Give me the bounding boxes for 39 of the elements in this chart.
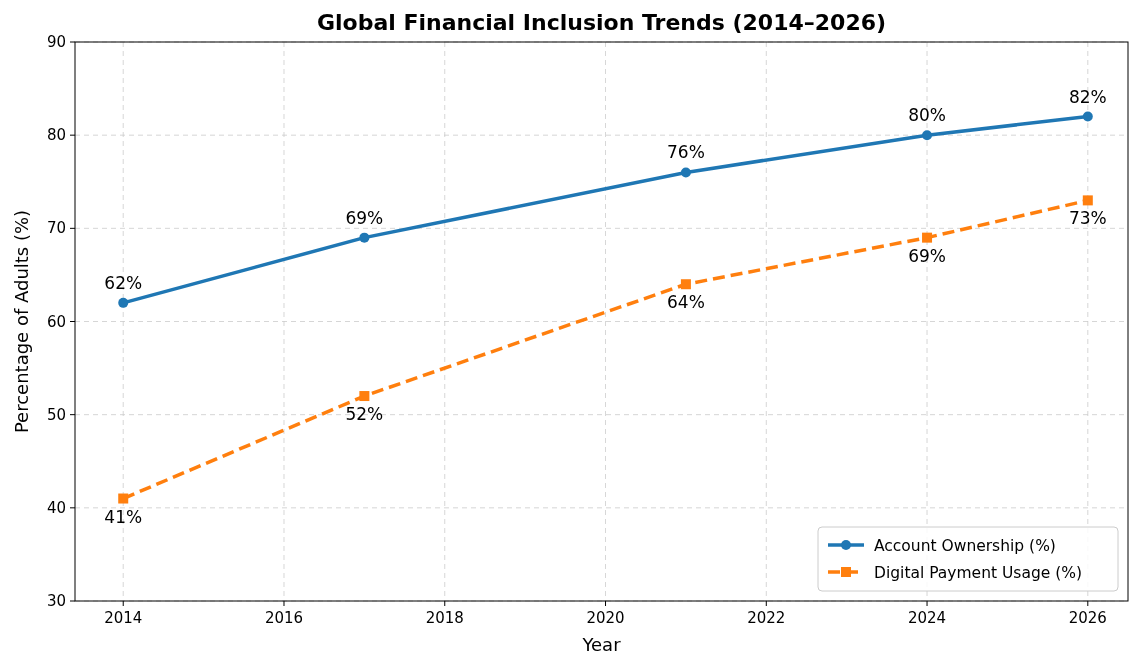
point [118, 493, 129, 504]
point [1082, 195, 1093, 206]
x-tick-label: 2016 [264, 609, 304, 627]
point [680, 279, 691, 290]
y-tick-label: 60 [46, 312, 66, 331]
data-label: 80% [908, 105, 946, 126]
x-axis-title: Year [581, 634, 622, 655]
x-tick-label: 2026 [1068, 609, 1107, 627]
data-label: 52% [345, 404, 384, 425]
data-label: 69% [908, 245, 946, 266]
point [680, 167, 691, 178]
point [118, 297, 129, 308]
point [1082, 111, 1093, 122]
point [922, 130, 933, 141]
data-label: 62% [104, 272, 143, 293]
data-label: 82% [1068, 86, 1107, 107]
data-label: 69% [345, 207, 384, 228]
y-tick-label: 90 [46, 33, 66, 51]
data-label: 76% [667, 142, 705, 163]
x-tick-label: 2020 [586, 609, 625, 627]
point [922, 232, 933, 243]
point [359, 232, 370, 243]
chart-title: Global Financial Inclusion Trends (2014–2026) [316, 10, 887, 35]
x-tick-label: 2014 [104, 609, 143, 627]
legend-label: Account Ownership (%) [874, 537, 1056, 555]
legend-label: Digital Payment Usage (%) [874, 564, 1083, 582]
y-tick-label: 80 [46, 126, 66, 145]
data-label: 73% [1068, 208, 1107, 229]
y-axis-title: Percentage of Adults (%) [11, 209, 32, 434]
data-label: 64% [667, 292, 705, 313]
point [359, 391, 370, 402]
y-tick-label: 40 [46, 498, 66, 517]
y-tick-label: 70 [46, 219, 66, 238]
x-tick-label: 2022 [747, 609, 786, 627]
x-tick-label: 2024 [907, 609, 947, 627]
data-label: 41% [104, 506, 143, 527]
y-tick-label: 50 [46, 405, 66, 424]
y-tick-label: 30 [46, 592, 66, 610]
x-tick-label: 2018 [425, 609, 464, 627]
